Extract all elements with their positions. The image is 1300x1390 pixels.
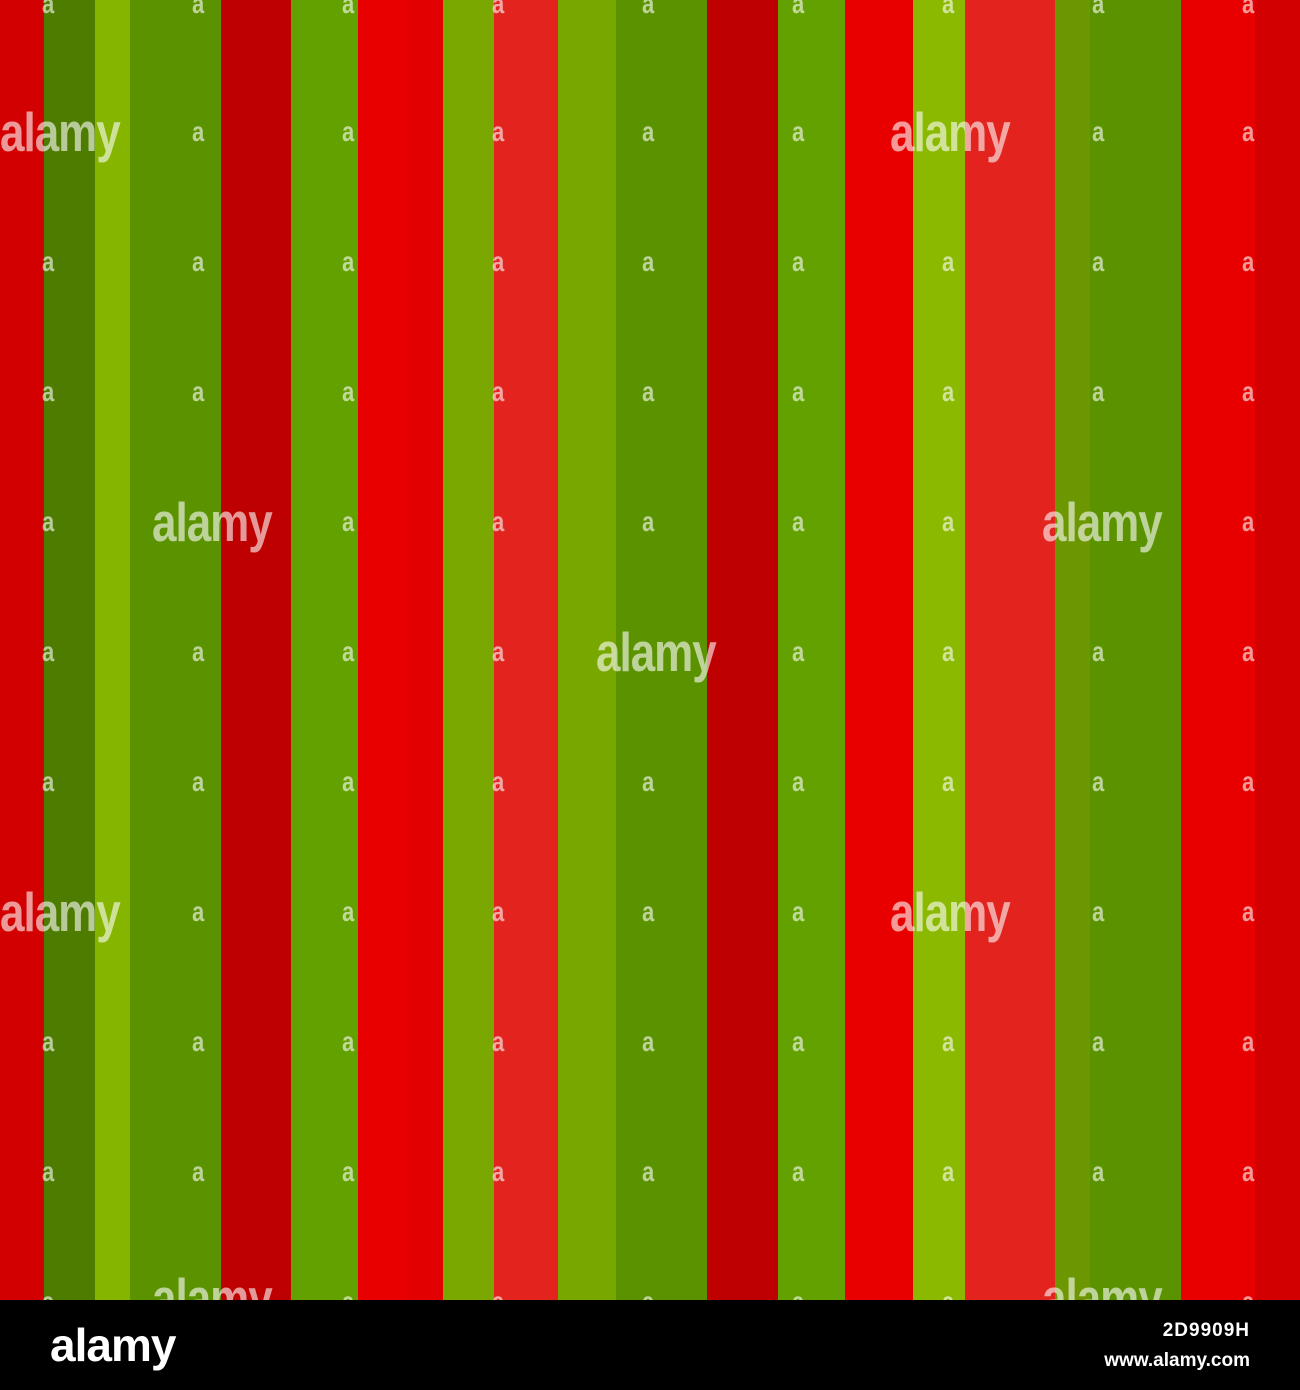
stripe xyxy=(221,0,291,1300)
footer-url: www.alamy.com xyxy=(1104,1350,1250,1371)
stripe xyxy=(707,0,778,1300)
stripe xyxy=(913,0,965,1300)
stripe xyxy=(44,0,95,1300)
stripe xyxy=(1181,0,1255,1300)
stripe xyxy=(408,0,443,1300)
stripe xyxy=(1055,0,1090,1300)
stripe xyxy=(494,0,558,1300)
alamy-logo: alamy xyxy=(50,1319,176,1371)
stripe xyxy=(95,0,130,1300)
striped-pattern: alamy alamy alamy alamy alamy alamy alamy alamy… xyxy=(0,0,1300,1300)
stripe xyxy=(616,0,707,1300)
stripe xyxy=(778,0,845,1300)
stripe xyxy=(1255,0,1300,1300)
image-id: 2D9909H xyxy=(1162,1320,1250,1341)
footer-meta: 2D9909H www.alamy.com xyxy=(1104,1320,1250,1372)
stripe xyxy=(358,0,408,1300)
stripe xyxy=(965,0,1055,1300)
stripe xyxy=(443,0,494,1300)
stripe xyxy=(291,0,358,1300)
stripe xyxy=(845,0,913,1300)
stripe xyxy=(130,0,221,1300)
stripe xyxy=(0,0,44,1300)
footer-bar: alamy 2D9909H www.alamy.com xyxy=(0,1300,1300,1390)
stripe xyxy=(1090,0,1181,1300)
stripe xyxy=(558,0,616,1300)
